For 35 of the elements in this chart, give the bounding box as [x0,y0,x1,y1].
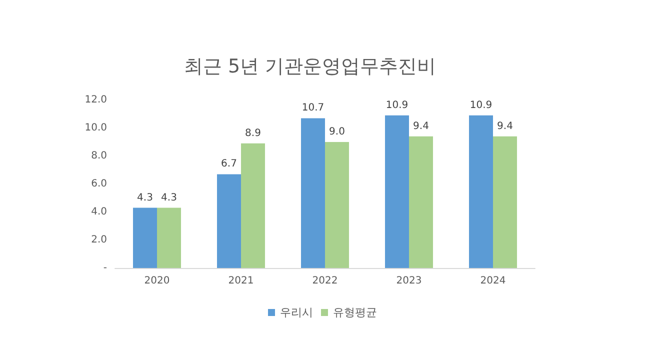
x-tick-label: 2024 [480,276,506,286]
x-tick-label: 2023 [396,276,422,286]
y-tick-label: 2.0 [91,234,107,246]
y-tick-label: 8.0 [91,150,107,162]
data-label: 10.9 [386,100,408,111]
data-label: 9.4 [413,120,429,132]
bar [241,143,265,268]
data-label: 8.9 [245,128,261,139]
x-tick-label: 2020 [144,276,170,286]
bar [157,208,181,268]
bar [385,115,409,268]
data-label: 10.9 [470,100,492,111]
bar [409,136,433,268]
y-tick-label: 12.0 [84,94,107,106]
legend-label: 우리시 [280,306,313,319]
data-label: 6.7 [221,158,237,170]
y-tick-label: 6.0 [91,178,107,190]
bar [469,115,493,268]
bar [493,136,517,268]
bar [325,142,349,268]
data-label: 10.7 [302,102,324,114]
data-label: 9.0 [329,126,345,138]
x-tick-label: 2021 [228,276,254,286]
bar [217,174,241,268]
data-label: 9.4 [497,120,513,132]
data-label: 4.3 [161,192,177,204]
y-tick-label: - [103,262,108,274]
y-tick-label: 4.0 [91,206,107,218]
bar [133,208,157,268]
chart-title: 최근 5년 기관운영업무추진비 [184,56,436,78]
bar [301,118,325,268]
legend-label: 유형평균 [333,306,377,319]
y-tick-label: 10.0 [84,122,107,134]
x-tick-label: 2022 [312,276,338,286]
data-label: 4.3 [137,192,153,204]
